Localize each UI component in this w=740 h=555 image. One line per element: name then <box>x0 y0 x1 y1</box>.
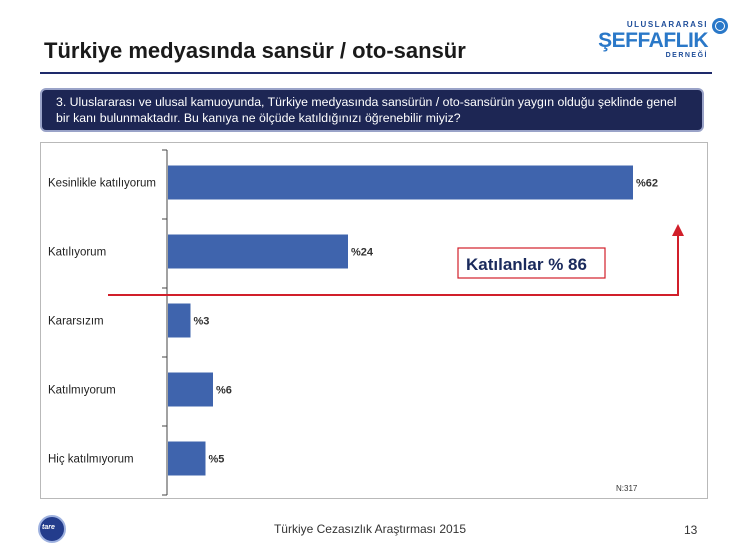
bar <box>168 234 348 269</box>
bar <box>168 441 206 476</box>
bar <box>168 165 633 200</box>
arrow-head <box>672 224 684 236</box>
annotation-box <box>457 247 606 279</box>
category-label: Katılmıyorum <box>48 385 116 397</box>
tare-logo-text: tare <box>42 524 55 531</box>
logo-line-1: ULUSLARARASI <box>626 20 708 29</box>
bar <box>168 372 213 407</box>
sample-size-note: N:317 <box>616 484 638 493</box>
category-label: Hiç katılmıyorum <box>48 454 134 466</box>
page-number: 13 <box>684 523 698 537</box>
tare-logo: tare <box>38 515 66 543</box>
globe-icon <box>712 18 728 34</box>
footer-text: Türkiye Cezasızlık Araştırması 2015 <box>273 522 467 536</box>
category-label: Katılıyorum <box>48 247 106 259</box>
title-divider <box>40 72 712 74</box>
logo-line-3: DERNEĞİ <box>665 52 708 59</box>
transparency-logo: ULUSLARARASI ŞEFFAFLIK DERNEĞİ <box>598 18 730 62</box>
bar <box>168 303 191 338</box>
category-label: Kesinlikle katılıyorum <box>48 178 156 190</box>
data-label: %3 <box>194 316 210 328</box>
category-label: Kararsızım <box>48 316 104 328</box>
data-label: %62 <box>636 178 658 190</box>
data-label: %6 <box>216 385 232 397</box>
page-title: Türkiye medyasında sansür / oto-sansür <box>44 38 466 63</box>
question-box: 3. Uluslararası ve ulusal kamuoyunda, Tü… <box>40 88 704 132</box>
data-label: %5 <box>209 454 225 466</box>
chart-frame <box>40 142 708 499</box>
data-label: %24 <box>351 247 374 259</box>
annotation-text: Katılanlar % 86 <box>466 255 587 274</box>
logo-line-2: ŞEFFAFLIK <box>598 29 708 52</box>
